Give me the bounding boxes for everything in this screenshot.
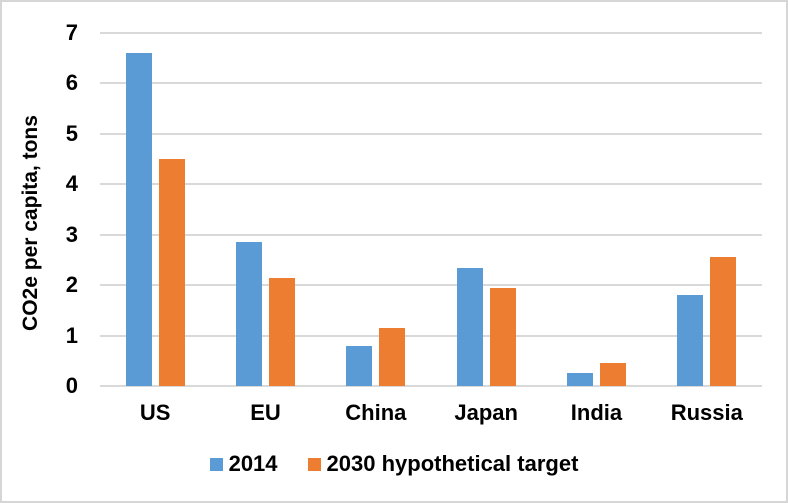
bar-us-series-0 [125, 53, 152, 386]
gridline-7 [100, 32, 762, 34]
gridline-6 [100, 82, 762, 85]
y-tick-label-0: 0 [65, 373, 78, 398]
bar-china-series-0 [346, 345, 373, 386]
bar-group-us [100, 33, 210, 386]
y-tick-label-7: 7 [65, 20, 78, 45]
plot-area [100, 32, 762, 387]
y-tick-label-4: 4 [65, 171, 78, 197]
gridline-0 [100, 385, 762, 387]
bar-us-series-1 [158, 159, 185, 386]
bar-group-eu [210, 33, 320, 386]
gridline-1 [100, 334, 762, 337]
legend-item-1: 2030 hypothetical target [307, 451, 579, 476]
legend-label-1: 2030 hypothetical target [326, 451, 579, 476]
category-label-us: US [139, 400, 171, 425]
category-label-russia: Russia [670, 400, 743, 425]
legend-swatch-icon [307, 457, 321, 471]
bar-india-series-1 [599, 363, 626, 386]
bar-group-russia [652, 33, 762, 386]
category-label-china: China [345, 400, 407, 425]
y-tick-label-5: 5 [65, 120, 78, 146]
legend: 2014 2030 hypothetical target [2, 453, 786, 475]
bar-china-series-1 [379, 328, 406, 386]
gridline-5 [100, 132, 762, 135]
legend-swatch-icon [209, 457, 223, 471]
bar-india-series-0 [566, 373, 593, 386]
bar-group-india [541, 33, 651, 386]
bar-russia-series-0 [677, 295, 704, 386]
y-tick-label-2: 2 [65, 272, 78, 298]
bar-eu-series-0 [235, 242, 262, 386]
y-tick-label-6: 6 [65, 70, 78, 96]
y-tick-label-1: 1 [65, 322, 78, 348]
bar-russia-series-1 [710, 257, 737, 386]
gridline-3 [100, 233, 762, 236]
legend-label-0: 2014 [228, 451, 278, 476]
gridline-2 [100, 284, 762, 287]
y-tick-label-3: 3 [65, 221, 78, 247]
bar-group-china [321, 33, 431, 386]
bar-groups [100, 33, 762, 386]
x-axis-category-labels: US EU China Japan India Russia [100, 400, 762, 425]
gridline-4 [100, 183, 762, 186]
legend-item-0: 2014 [209, 451, 278, 476]
y-axis-tick-labels: 0 1 2 3 4 5 6 7 [2, 22, 80, 397]
bar-japan-series-0 [456, 267, 483, 386]
category-label-eu: EU [250, 400, 281, 425]
bar-eu-series-1 [268, 277, 295, 386]
category-label-india: India [570, 400, 623, 425]
category-label-japan: Japan [454, 400, 518, 425]
bar-japan-series-1 [489, 287, 516, 386]
bar-group-japan [431, 33, 541, 386]
